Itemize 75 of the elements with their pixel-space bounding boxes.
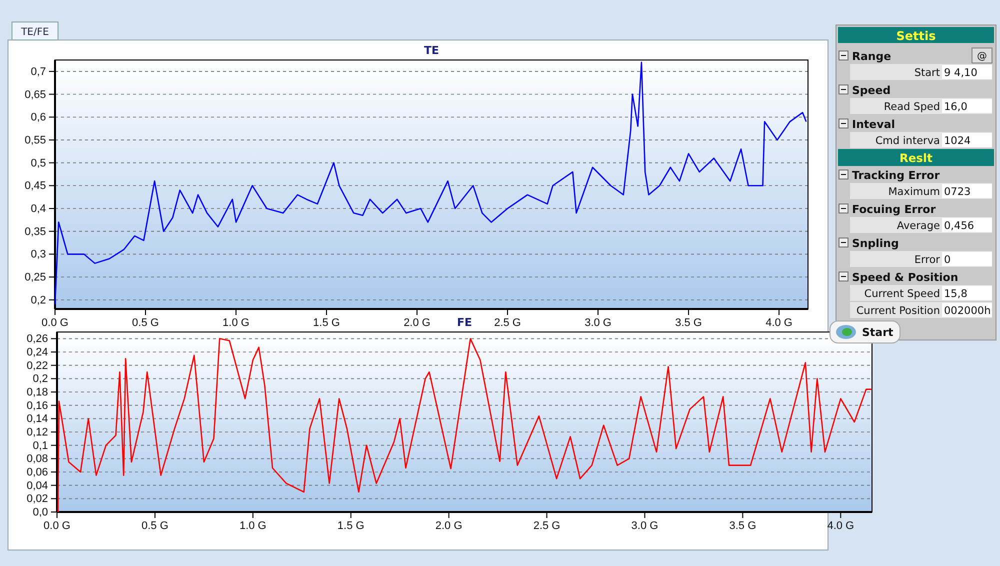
- annotation: Start: [862, 326, 894, 339]
- text: Reslt: [900, 151, 933, 165]
- text: Current Speed: [864, 288, 940, 300]
- y-tick-label: 0,3: [30, 248, 46, 261]
- y-tick-label: 0,02: [26, 493, 48, 506]
- y-tick-label: 0,65: [24, 88, 46, 101]
- text: TE/FE: [20, 27, 49, 38]
- text: 9 4,10: [944, 67, 978, 79]
- x-tick-label: 0.5 G: [132, 316, 159, 329]
- y-tick-label: 0,12: [26, 426, 48, 439]
- text: Settis: [896, 29, 936, 43]
- x-tick-label: 3.0 G: [584, 316, 612, 329]
- text: Range: [852, 50, 892, 63]
- y-tick-label: 0,7: [30, 66, 46, 78]
- text: Error: [914, 254, 941, 266]
- text: 0723: [944, 186, 971, 198]
- y-tick-label: 0,06: [26, 466, 48, 479]
- text: Focuing Error: [852, 203, 936, 216]
- text: Start: [914, 67, 940, 79]
- x-tick-label: 1.0 G: [222, 316, 250, 329]
- y-tick-label: 0,14: [26, 413, 48, 426]
- y-tick-label: 0,5: [30, 157, 46, 170]
- text: 0: [944, 254, 951, 266]
- x-tick-label: 3.5 G: [675, 316, 702, 329]
- y-tick-label: 0,24: [26, 346, 48, 359]
- x-tick-label: 1.0 G: [239, 520, 266, 532]
- text: 16,0: [944, 101, 968, 113]
- x-tick-label: 2.0 G: [404, 316, 430, 329]
- y-tick-label: 0,08: [26, 453, 48, 466]
- chart-title: FE: [456, 316, 472, 329]
- x-tick-label: 1.5 G: [337, 520, 364, 532]
- y-tick-label: 0,0: [32, 506, 48, 519]
- text: 002000h: [944, 305, 991, 317]
- text: Cmd interva: [875, 135, 940, 147]
- x-tick-label: 2.5 G: [533, 520, 560, 532]
- text: Speed: [852, 84, 891, 97]
- y-tick-label: 0,2: [30, 294, 46, 306]
- text: Inteval: [852, 118, 896, 131]
- start-button: Start: [830, 320, 900, 344]
- y-tick-label: 0,2: [32, 373, 48, 386]
- text: Speed & Position: [852, 271, 958, 284]
- y-tick-label: 0,26: [26, 333, 48, 346]
- y-tick-label: 0,45: [24, 180, 46, 192]
- x-tick-label: 2.0 G: [435, 520, 462, 532]
- y-tick-label: 0,22: [26, 360, 48, 372]
- x-tick-label: 0.5 G: [142, 520, 168, 532]
- text: @: [977, 51, 987, 62]
- y-tick-label: 0,4: [30, 203, 46, 216]
- x-tick-label: 3.5 G: [729, 520, 756, 532]
- x-tick-label: 3.0 G: [631, 520, 658, 532]
- text: 15,8: [944, 288, 968, 300]
- text: Snpling: [852, 237, 899, 250]
- y-tick-label: 0,04: [26, 480, 48, 492]
- y-tick-label: 0,35: [24, 226, 46, 238]
- y-tick-label: 0,55: [24, 134, 46, 146]
- y-tick-label: 0,18: [26, 386, 48, 399]
- y-tick-label: 0,16: [26, 400, 48, 412]
- text: Maximum: [888, 186, 940, 198]
- x-tick-label: 4.0 G: [827, 520, 854, 532]
- x-tick-label: 2.5 G: [494, 316, 521, 329]
- line-series: [54, 62, 807, 306]
- y-tick-label: 0,25: [24, 272, 46, 284]
- text: 1024: [944, 135, 972, 147]
- x-tick-label: 0.0 G: [44, 520, 70, 532]
- chart-title: TE: [424, 44, 440, 57]
- text: Average: [896, 220, 940, 232]
- y-tick-label: 0,6: [30, 112, 46, 124]
- text: Current Position: [856, 305, 940, 317]
- y-tick-label: 0,1: [32, 440, 48, 452]
- x-tick-label: 1.5 G: [313, 316, 340, 329]
- x-tick-label: 0.0 G: [42, 316, 68, 329]
- text: Read Sped: [884, 101, 940, 113]
- text: 0,456: [944, 220, 974, 232]
- text: Tracking Error: [852, 169, 940, 182]
- x-tick-label: 4.0 G: [766, 316, 792, 329]
